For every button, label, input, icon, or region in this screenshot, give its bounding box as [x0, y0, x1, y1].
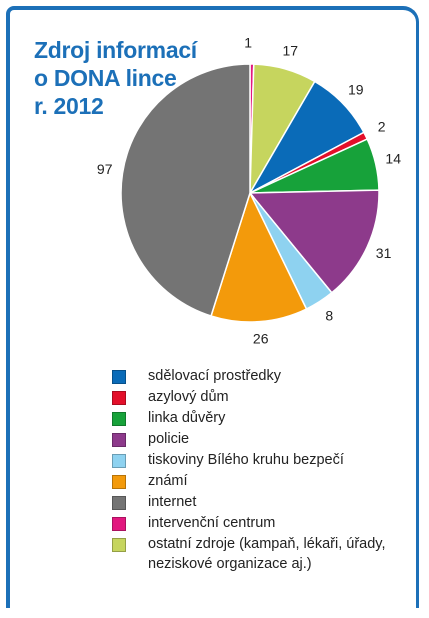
- pie-value-label: 14: [385, 151, 401, 167]
- pie-slice-policie: [249, 189, 380, 294]
- card-border: [6, 6, 419, 608]
- pie-value-label: 31: [376, 245, 392, 261]
- legend-swatch: [112, 433, 126, 447]
- legend-swatch: [112, 412, 126, 426]
- legend-swatch: [112, 370, 126, 384]
- legend-swatch: [112, 391, 126, 405]
- legend-label: tiskoviny Bílého kruhu bezpečí: [148, 452, 344, 468]
- legend-label: internet: [148, 494, 197, 510]
- chart-title: Zdroj informací o DONA lince r. 2012: [34, 37, 197, 119]
- pie-slice-internet: [120, 63, 251, 317]
- legend-swatch: [112, 496, 126, 510]
- legend-label: linka důvěry: [148, 410, 226, 426]
- pie-value-labels: 1 17 19 2 14 31 8 26 97: [97, 35, 401, 347]
- legend-label: azylový dům: [148, 389, 229, 405]
- legend-swatch: [112, 475, 126, 489]
- legend-label: intervenční centrum: [148, 515, 276, 531]
- pie-slices: [120, 63, 380, 323]
- pie-value-label: 17: [283, 42, 299, 58]
- pie-value-label: 19: [348, 82, 364, 98]
- legend-label: policie: [148, 431, 190, 447]
- legend-label: sdělovací prostředky: [148, 368, 281, 384]
- pie-value-label: 8: [325, 308, 333, 324]
- legend-label: ostatní zdroje (kampaň, lékaři, úřady, n…: [148, 536, 386, 572]
- pie-slice-znami: [210, 192, 308, 323]
- pie-value-label: 97: [97, 161, 113, 177]
- legend-label: známí: [148, 473, 188, 489]
- pie-value-label: 2: [378, 118, 386, 134]
- pie-value-label: 26: [253, 330, 269, 346]
- legend-swatch: [112, 517, 126, 531]
- legend-swatch: [112, 538, 126, 552]
- pie-value-label: 1: [244, 35, 252, 51]
- legend-swatch: [112, 454, 126, 468]
